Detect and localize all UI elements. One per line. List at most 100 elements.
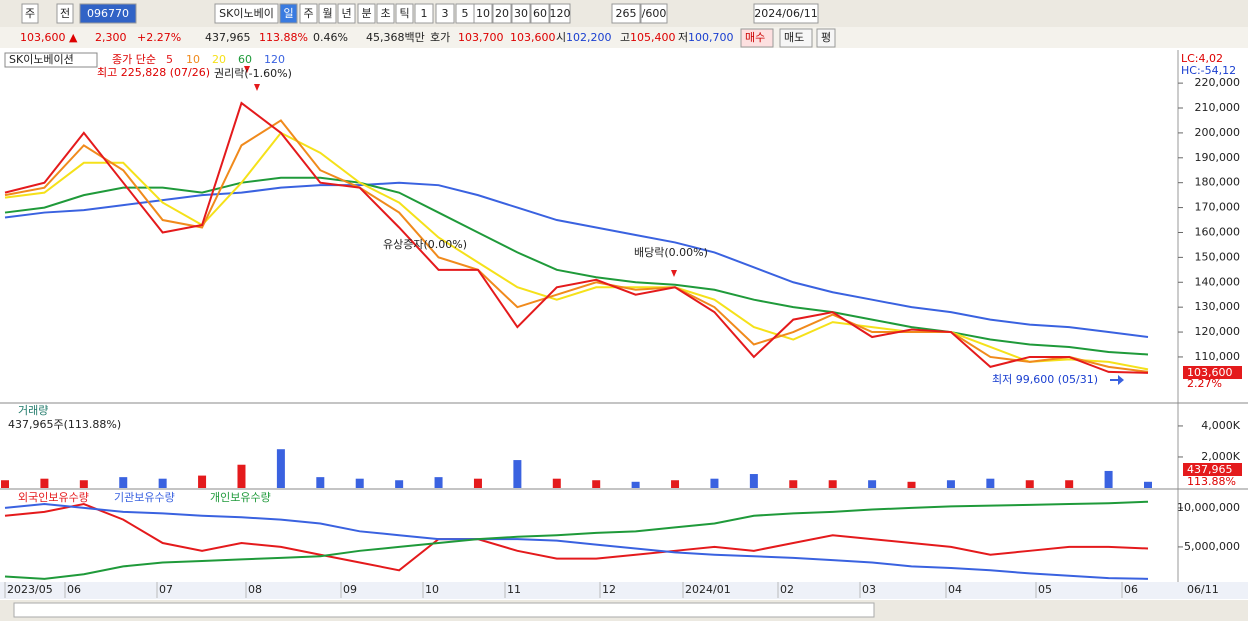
toolbar-button[interactable]: [611, 3, 641, 24]
scroll-track[interactable]: [13, 602, 875, 618]
y-tick-label: 190,000: [1195, 151, 1241, 164]
toolbar-button[interactable]: [337, 3, 356, 24]
toolbar-button[interactable]: [492, 3, 512, 24]
volume-bar: [198, 475, 207, 488]
quote-value: 437,965: [205, 31, 251, 44]
volume-bar: [355, 478, 364, 488]
volume-bar: [986, 478, 995, 488]
toolbar-button[interactable]: [21, 3, 39, 24]
toolbar-button[interactable]: [299, 3, 318, 24]
toolbar-label: 초: [380, 7, 390, 20]
x-tick-label: 02: [780, 583, 794, 596]
legend-item: 10: [186, 53, 200, 66]
toolbar-button[interactable]: [511, 3, 531, 24]
quote-value: 0.46%: [313, 31, 348, 44]
panel-title: 거래량: [18, 404, 48, 417]
toolbar-label: 60: [533, 7, 547, 20]
annotation: 배당락(0.00%): [634, 246, 708, 259]
ma-line: [4, 176, 1149, 356]
toolbar-button[interactable]: [414, 3, 434, 24]
toolbar-button[interactable]: [549, 3, 571, 24]
toolbar-button[interactable]: [357, 3, 376, 24]
quote-value: 100,700: [688, 31, 734, 44]
annotation: 유상증자(0.00%): [383, 238, 467, 251]
last-volume: 437,965: [1187, 463, 1233, 476]
volume-bar: [946, 480, 955, 488]
toolbar-label: 265: [616, 7, 637, 20]
toolbar-button[interactable]: [753, 3, 819, 24]
toolbar-label: 2024/06/11: [754, 7, 817, 20]
last-price-box: [1183, 366, 1242, 379]
toolbar-button[interactable]: [318, 3, 337, 24]
y-tick-label: 120,000: [1195, 325, 1241, 338]
toolbar-button[interactable]: [56, 3, 74, 24]
toolbar-label: 일: [283, 6, 293, 20]
quote-value: +2.27%: [137, 31, 181, 44]
volume-bar: [552, 478, 561, 488]
toolbar-label: 096770: [87, 7, 129, 20]
quote-value: 45,368백만: [366, 31, 425, 44]
volume-ratio: 113.88%: [1187, 475, 1236, 488]
x-tick-label: 06: [67, 583, 81, 596]
toolbar-label: 120: [550, 7, 571, 20]
x-tick-label: 11: [507, 583, 521, 596]
volume-bar: [237, 464, 246, 488]
toolbar-button[interactable]: [279, 3, 298, 24]
quote-value: 시: [556, 31, 566, 44]
quote-value: 103,700: [458, 31, 504, 44]
annotation: 최고 225,828 (07/26): [97, 66, 210, 79]
legend-item: 5: [166, 53, 173, 66]
volume-bar: [79, 480, 88, 488]
toolbar-button[interactable]: [640, 3, 668, 24]
order-button[interactable]: [816, 28, 836, 48]
toolbar-button[interactable]: [395, 3, 414, 24]
order-button[interactable]: [779, 28, 813, 48]
toolbar-label: 5: [462, 7, 469, 20]
order-button[interactable]: [740, 28, 774, 48]
x-tick-label: 2024/01: [685, 583, 731, 596]
volume-bar: [434, 477, 443, 488]
volume-bar: [158, 478, 167, 488]
x-axis: [0, 582, 1248, 599]
volume-bar: [276, 449, 285, 488]
toolbar-label: 월: [322, 7, 332, 20]
toolbar-button[interactable]: [473, 3, 493, 24]
volume-bar: [40, 478, 49, 488]
x-tick-label: 09: [343, 583, 357, 596]
ma-line: [4, 101, 1149, 374]
toolbar-button[interactable]: [79, 3, 137, 24]
toolbar-button[interactable]: [214, 3, 279, 24]
volume-summary: 437,965주(113.88%): [8, 418, 121, 431]
holding-line: [4, 503, 1149, 580]
volume-bar: [1, 480, 9, 488]
last-volume-box: [1183, 463, 1242, 476]
volume-bar: [631, 481, 640, 488]
annotation: 권리락(-1.60%): [214, 67, 292, 80]
volume-bar: [592, 480, 601, 488]
x-tick-label: 2023/05: [7, 583, 53, 596]
y-tick-label: 180,000: [1195, 176, 1241, 189]
quote-value: 호가: [430, 31, 450, 44]
ma-line: [4, 131, 1149, 371]
legend-item: 20: [212, 53, 226, 66]
volume-bar: [1144, 481, 1152, 488]
volume-bar: [828, 480, 837, 488]
toolbar-button[interactable]: [530, 3, 550, 24]
y-tick-label: 210,000: [1195, 101, 1241, 114]
x-tick-label: 05: [1038, 583, 1052, 596]
lc-label: LC:4,02: [1181, 52, 1223, 65]
quote-value: 103,600: [510, 31, 556, 44]
legend-item: 60: [238, 53, 252, 66]
toolbar-button[interactable]: [376, 3, 395, 24]
y-tick-label: 160,000: [1195, 225, 1241, 238]
volume-bar: [513, 460, 522, 488]
y-tick-label: 170,000: [1195, 201, 1241, 214]
toolbar-button[interactable]: [435, 3, 455, 24]
quote-value: 매도: [784, 31, 804, 44]
x-tick-label: 04: [948, 583, 962, 596]
volume-bar: [119, 477, 128, 488]
volume-bar: [671, 480, 680, 488]
y-tick-label: 140,000: [1195, 275, 1241, 288]
y-tick-label: 130,000: [1195, 300, 1241, 313]
y-tick-label: 220,000: [1195, 76, 1241, 89]
